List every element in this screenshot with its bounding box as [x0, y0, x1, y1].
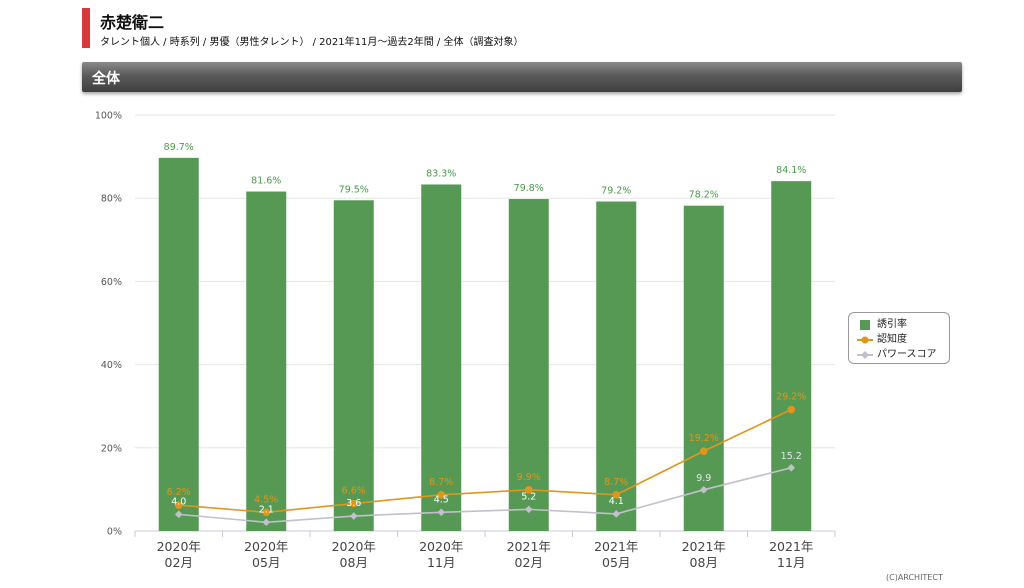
- line-point: [699, 447, 708, 455]
- line-diamond-swatch-icon: [857, 351, 873, 359]
- line-point: [787, 463, 796, 472]
- y-tick-label: 100%: [95, 111, 122, 122]
- line-data-label: 3.6: [346, 498, 361, 509]
- legend-label: パワースコア: [877, 349, 937, 360]
- y-tick-label: 20%: [101, 443, 122, 454]
- line-point: [262, 508, 271, 517]
- x-tick-label: 2021年: [682, 539, 726, 554]
- x-tick-label: 05月: [252, 555, 280, 570]
- bar: [683, 205, 724, 532]
- page-title: 赤楚衛二: [100, 13, 165, 32]
- bar: [508, 199, 549, 532]
- x-tick-label: 2021年: [507, 539, 551, 554]
- line-data-label: 6.2%: [167, 487, 191, 498]
- line-point: [524, 505, 533, 514]
- line-data-label: 5.2: [521, 491, 536, 502]
- page-subtitle: タレント個人 / 時系列 / 男優（男性タレント） / 2021年11月〜過去2…: [100, 37, 524, 48]
- bar: [246, 191, 287, 531]
- bar-data-label: 81.6%: [251, 176, 281, 187]
- legend-item-awareness: 認知度: [857, 332, 949, 347]
- line-data-label: 8.7%: [429, 477, 453, 488]
- line-data-label: 19.2%: [689, 433, 719, 444]
- legend-label: 誘引率: [877, 319, 907, 330]
- x-tick-label: 08月: [690, 555, 718, 570]
- line-point: [174, 510, 183, 519]
- x-tick-label: 11月: [777, 555, 805, 570]
- line-point: [262, 518, 271, 527]
- line-point: [524, 486, 533, 494]
- line-data-label: 2.1: [259, 504, 274, 515]
- legend: 誘引率 認知度 パワースコア: [848, 312, 950, 364]
- series-line: [178, 408, 792, 514]
- line-data-label: 4.1: [609, 496, 624, 507]
- x-tick-label: 2020年: [332, 539, 376, 554]
- line-data-label: 4.5%: [254, 494, 278, 505]
- legend-item-power-score: パワースコア: [857, 347, 949, 362]
- line-point: [437, 508, 446, 517]
- bar-data-label: 79.5%: [339, 184, 369, 195]
- y-tick-label: 0%: [107, 527, 122, 538]
- x-tick-label: 2020年: [157, 539, 201, 554]
- y-tick-label: 60%: [101, 277, 122, 288]
- bar: [158, 157, 199, 531]
- series-line: [178, 466, 792, 524]
- x-tick-label: 02月: [165, 555, 193, 570]
- line-data-label: 6.6%: [342, 486, 366, 497]
- x-tick-label: 2020年: [244, 539, 288, 554]
- line-data-label: 9.9: [696, 473, 711, 484]
- x-tick-label: 11月: [427, 555, 455, 570]
- line-data-label: 4.0: [171, 496, 186, 507]
- x-tick-label: 2021年: [769, 539, 813, 554]
- x-tick-label: 2020年: [419, 539, 463, 554]
- bar-data-label: 78.2%: [689, 190, 719, 201]
- section-label: 全体: [92, 71, 120, 87]
- legend-label: 認知度: [877, 334, 907, 345]
- x-tick-label: 08月: [340, 555, 368, 570]
- bar: [771, 181, 812, 532]
- line-data-label: 15.2: [781, 451, 802, 462]
- bar: [596, 201, 637, 531]
- x-tick-label: 05月: [602, 555, 630, 570]
- y-tick-label: 80%: [101, 194, 122, 205]
- line-data-label: 9.9%: [517, 472, 541, 483]
- line-data-label: 29.2%: [776, 392, 806, 403]
- line-point: [349, 499, 358, 508]
- x-tick-label: 2021年: [594, 539, 638, 554]
- line-data-label: 8.7%: [604, 477, 628, 488]
- bar-data-label: 79.8%: [514, 183, 544, 194]
- line-point: [699, 486, 708, 494]
- legend-item-attraction: 誘引率: [857, 317, 949, 332]
- bar-data-label: 84.1%: [776, 165, 806, 176]
- title-accent-bar: [82, 8, 90, 48]
- bar-data-label: 83.3%: [426, 168, 456, 179]
- line-point: [787, 405, 796, 414]
- line-point: [437, 491, 446, 499]
- bar-data-label: 89.7%: [164, 142, 194, 153]
- line-point: [612, 510, 621, 518]
- bar: [421, 184, 462, 532]
- line-point: [174, 501, 183, 510]
- line-circle-swatch-icon: [857, 336, 873, 344]
- y-tick-label: 40%: [101, 360, 122, 371]
- copyright: (C)ARCHITECT: [886, 573, 943, 582]
- section-header: 全体: [82, 62, 962, 92]
- line-point: [612, 491, 621, 499]
- line-point: [349, 512, 358, 520]
- x-tick-label: 02月: [515, 555, 543, 570]
- bar-data-label: 79.2%: [601, 186, 631, 197]
- line-data-label: 4.5: [434, 494, 449, 505]
- bar-swatch-icon: [860, 320, 870, 330]
- bar: [333, 200, 374, 531]
